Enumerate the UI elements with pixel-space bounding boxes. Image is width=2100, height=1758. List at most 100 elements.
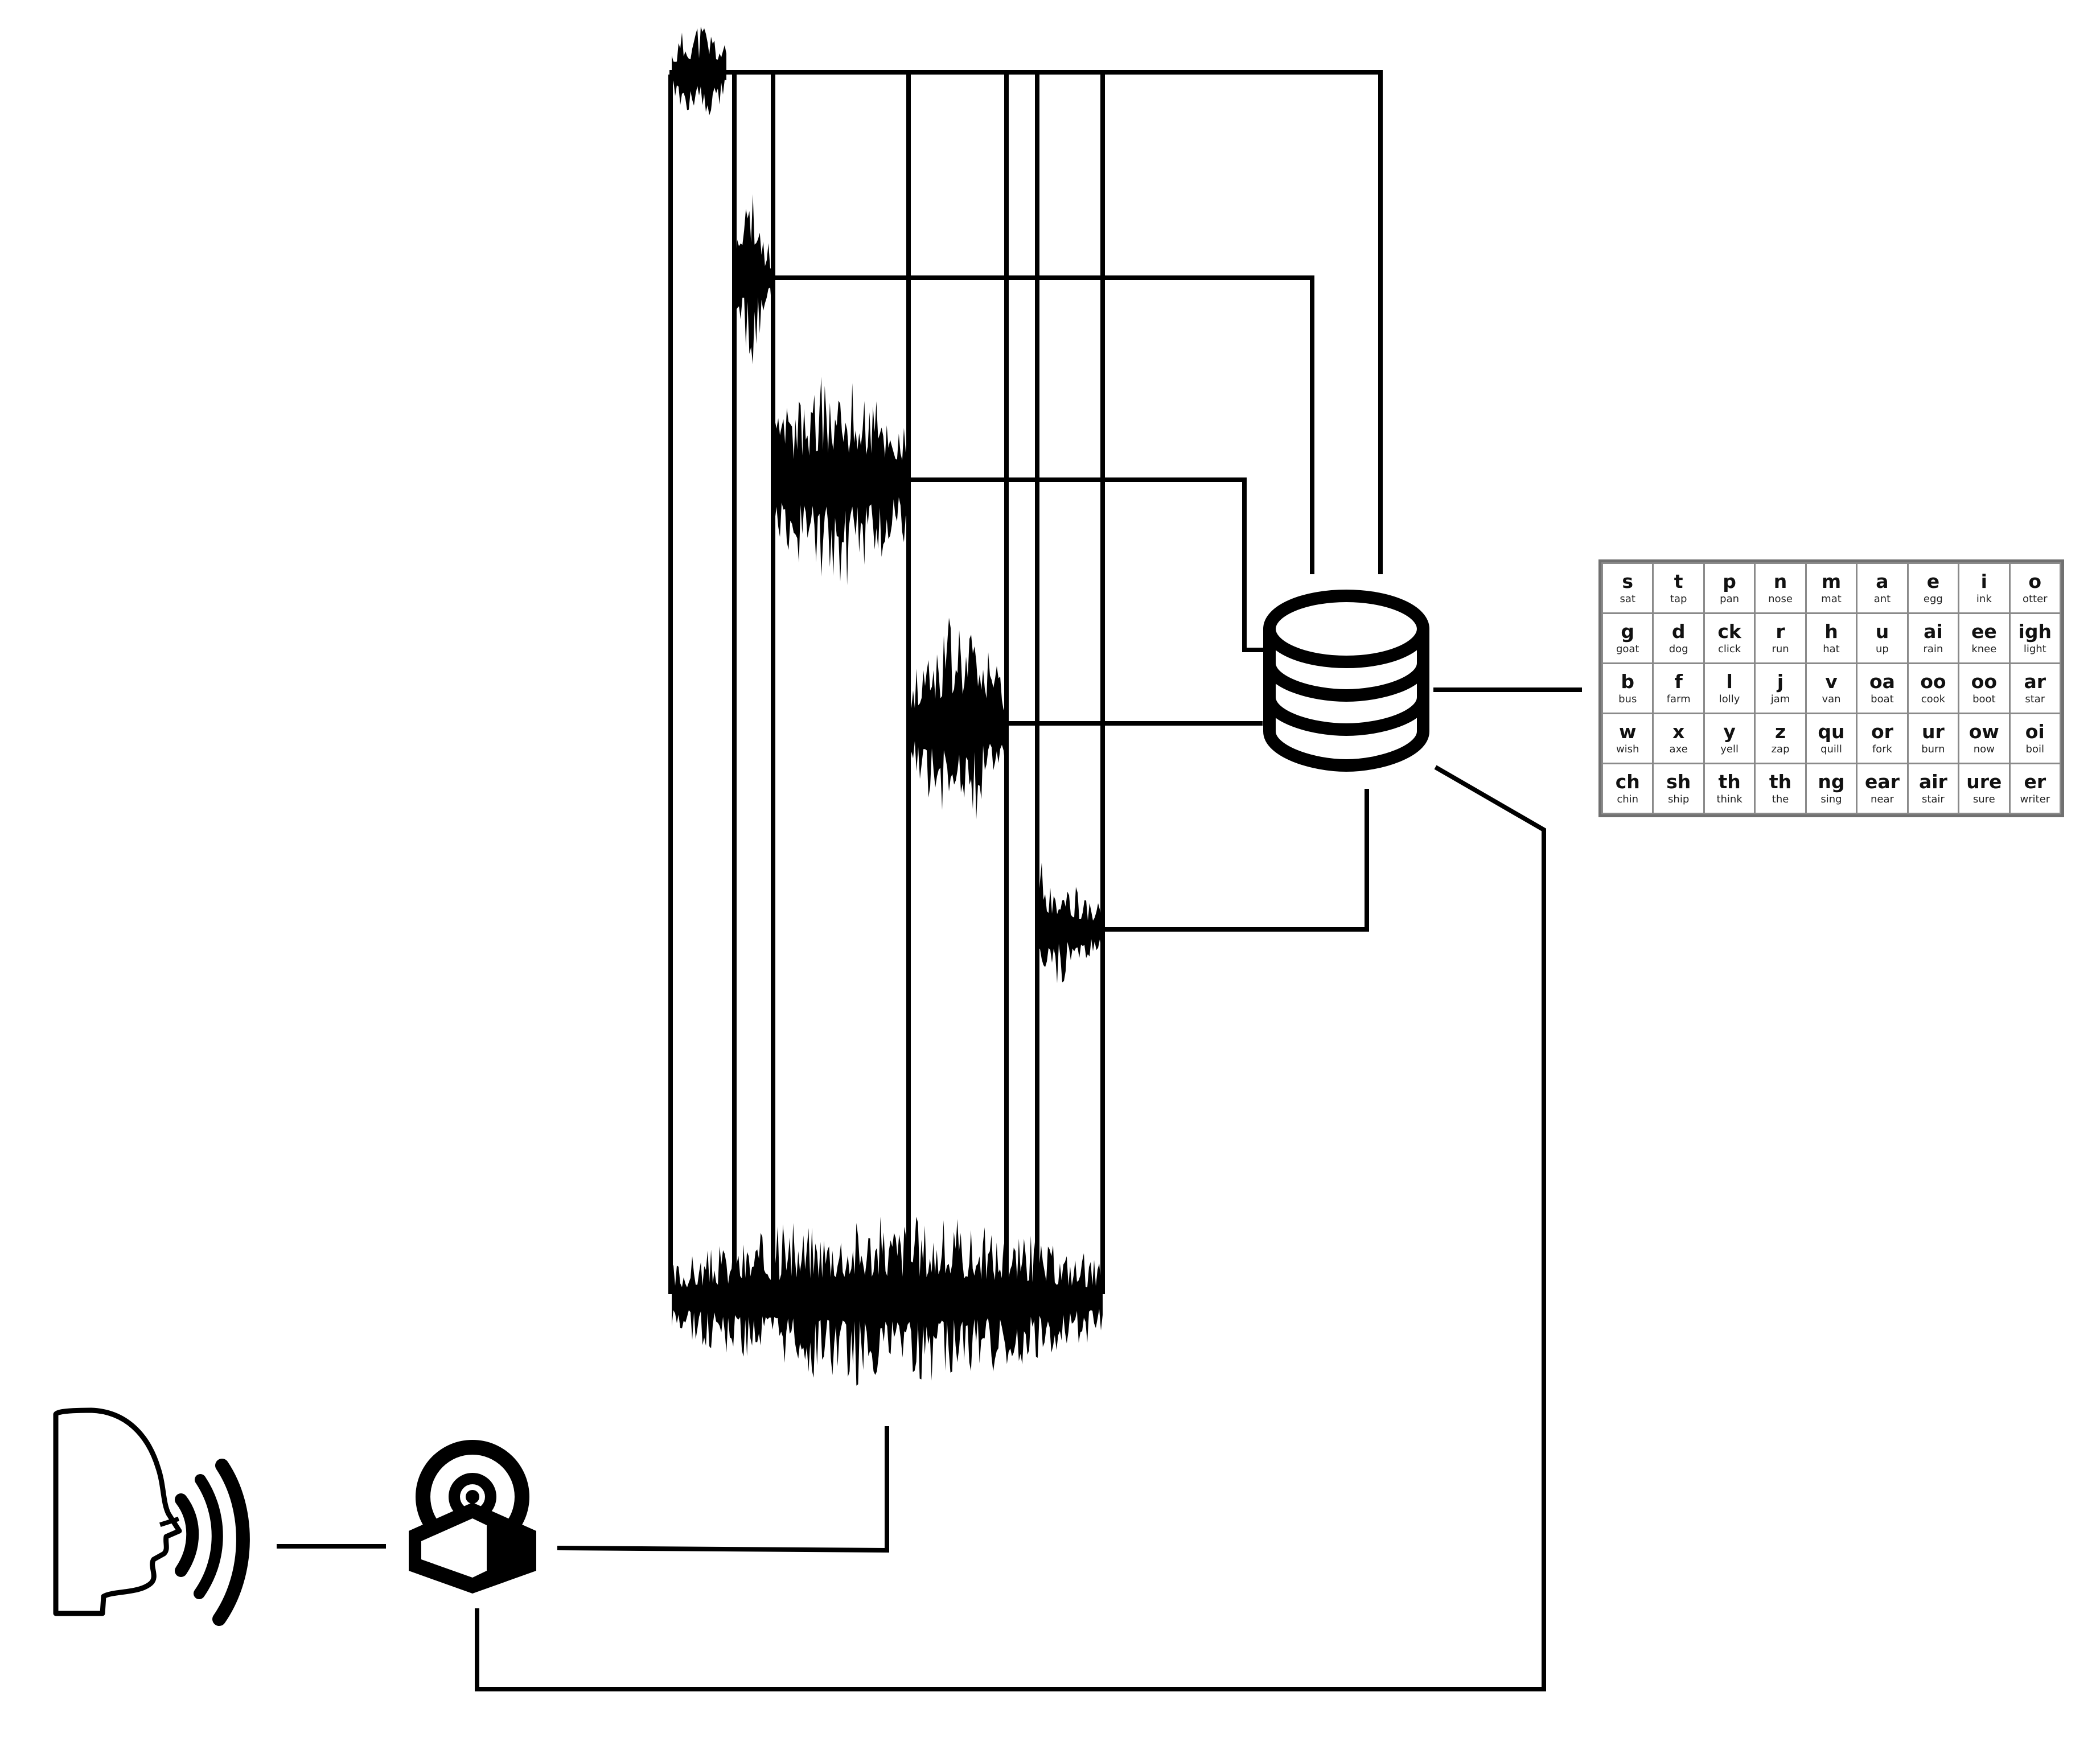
phonics-cell: ure sure	[1959, 764, 2009, 813]
phonics-cell: e egg	[1908, 564, 1958, 612]
grapheme: m	[1821, 570, 1842, 592]
grapheme: y	[1723, 720, 1736, 743]
example-word: otter	[2022, 592, 2048, 605]
example-word: ink	[1976, 592, 1992, 605]
microphone-icon	[409, 1440, 536, 1594]
phonics-cell: b bus	[1603, 664, 1653, 713]
example-word: the	[1772, 793, 1789, 805]
example-word: goat	[1616, 643, 1639, 655]
grapheme: th	[1769, 770, 1792, 793]
connector-lines	[277, 70, 1582, 1691]
phonics-cell: o otter	[2010, 564, 2060, 612]
grapheme: e	[1926, 570, 1940, 592]
example-word: up	[1876, 643, 1889, 655]
grapheme: ch	[1615, 770, 1640, 793]
grapheme: v	[1825, 670, 1838, 693]
grapheme: ow	[1969, 720, 1999, 743]
phonics-cell: a ant	[1857, 564, 1907, 612]
grapheme: j	[1777, 670, 1784, 693]
example-word: boot	[1972, 693, 1996, 705]
grapheme: air	[1918, 770, 1947, 793]
example-word: now	[1973, 743, 1995, 755]
phonics-cell: or fork	[1857, 714, 1907, 763]
phonics-cell: l lolly	[1704, 664, 1754, 713]
grapheme: igh	[2018, 620, 2052, 643]
example-word: think	[1716, 793, 1743, 805]
grapheme: er	[2024, 770, 2046, 793]
full-waveform	[672, 1216, 1103, 1386]
grapheme: p	[1723, 570, 1736, 592]
grapheme: ure	[1966, 770, 2002, 793]
grapheme: o	[2028, 570, 2042, 592]
phonics-cell: oo cook	[1908, 664, 1958, 713]
example-word: boil	[2025, 743, 2044, 755]
phonics-cell: ck click	[1704, 614, 1754, 662]
phonics-cell: m mat	[1806, 564, 1856, 612]
grapheme: ai	[1924, 620, 1943, 643]
phonics-cell: h hat	[1806, 614, 1856, 662]
example-word: cook	[1921, 693, 1946, 705]
phonics-cell: s sat	[1603, 564, 1653, 612]
grapheme: th	[1718, 770, 1741, 793]
phonics-cell: t tap	[1654, 564, 1703, 612]
example-word: hat	[1823, 643, 1840, 655]
grapheme: oi	[2025, 720, 2045, 743]
phonics-cell: y yell	[1704, 714, 1754, 763]
grapheme: x	[1672, 720, 1685, 743]
example-word: ship	[1668, 793, 1690, 805]
example-word: bus	[1618, 693, 1637, 705]
grapheme: n	[1773, 570, 1787, 592]
grapheme: h	[1824, 620, 1838, 643]
grapheme: ee	[1971, 620, 1997, 643]
grapheme: f	[1674, 670, 1683, 693]
example-word: stair	[1921, 793, 1945, 805]
phonics-cell: d dog	[1654, 614, 1703, 662]
segment-waveform-3	[773, 376, 907, 586]
phonics-cell: g goat	[1603, 614, 1653, 662]
example-word: lolly	[1719, 693, 1740, 705]
example-word: pan	[1720, 592, 1740, 605]
example-word: sing	[1820, 793, 1842, 805]
segment-waveform-4	[910, 617, 1005, 820]
phonics-cell: ai rain	[1908, 614, 1958, 662]
example-word: yell	[1720, 743, 1739, 755]
phonics-cell: ng sing	[1806, 764, 1856, 813]
example-word: click	[1717, 643, 1741, 655]
example-word: star	[2025, 693, 2045, 705]
example-word: sure	[1972, 793, 1995, 805]
phonics-cell: ar star	[2010, 664, 2060, 713]
example-word: near	[1870, 793, 1894, 805]
phonics-cell: th the	[1756, 764, 1805, 813]
grapheme: w	[1618, 720, 1637, 743]
example-word: axe	[1669, 743, 1688, 755]
phonics-cell: i ink	[1959, 564, 2009, 612]
phonics-cell: ear near	[1857, 764, 1907, 813]
example-word: tap	[1670, 592, 1687, 605]
grapheme: oo	[1920, 670, 1946, 693]
grapheme: r	[1776, 620, 1785, 643]
grapheme: s	[1622, 570, 1634, 592]
grapheme: ear	[1864, 770, 1900, 793]
example-word: sat	[1620, 592, 1635, 605]
example-word: rain	[1923, 643, 1943, 655]
example-word: light	[2023, 643, 2046, 655]
phonics-cell: oa boat	[1857, 664, 1907, 713]
database-icon	[1263, 590, 1429, 772]
phonics-cell: j jam	[1756, 664, 1805, 713]
example-word: knee	[1971, 643, 1997, 655]
grapheme: z	[1774, 720, 1786, 743]
grapheme: l	[1726, 670, 1733, 693]
phonics-cell: ee knee	[1959, 614, 2009, 662]
example-word: van	[1822, 693, 1841, 705]
phonics-cell: er writer	[2010, 764, 2060, 813]
phonics-cell: p pan	[1704, 564, 1754, 612]
phonics-cell: ow now	[1959, 714, 2009, 763]
grapheme: sh	[1666, 770, 1691, 793]
example-word: quill	[1820, 743, 1842, 755]
phonics-cell: oo boot	[1959, 664, 2009, 713]
grapheme: b	[1621, 670, 1635, 693]
grapheme: ur	[1921, 720, 1945, 743]
grapheme: ar	[2024, 670, 2046, 693]
phonics-cell: n nose	[1756, 564, 1805, 612]
grapheme: a	[1876, 570, 1889, 592]
